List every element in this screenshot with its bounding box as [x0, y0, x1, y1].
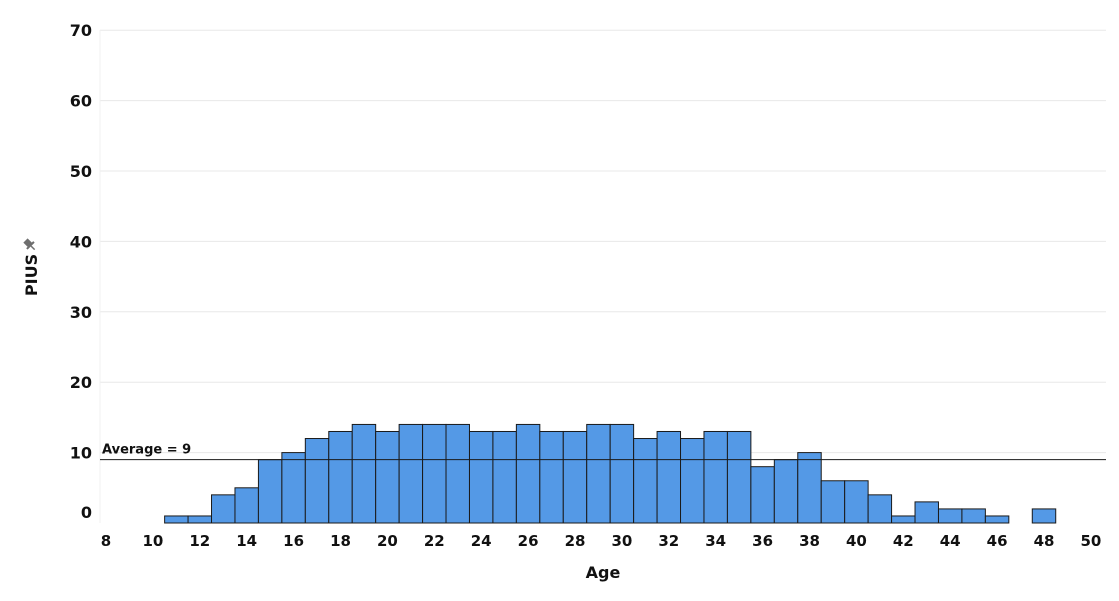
histogram-bar[interactable] [539, 430, 564, 524]
histogram-bar[interactable] [351, 423, 377, 524]
histogram-bar[interactable] [398, 423, 424, 524]
y-tick-label: 20 [70, 373, 92, 392]
x-tick-label: 20 [377, 532, 398, 550]
x-tick-label: 38 [799, 532, 820, 550]
x-tick-label: 34 [705, 532, 726, 550]
x-tick-label: 28 [565, 532, 586, 550]
histogram-bar[interactable] [867, 494, 893, 524]
x-tick-label: 24 [471, 532, 492, 550]
x-tick-label: 8 [101, 532, 111, 550]
x-axis-ticks: 8 10 12 14 16 18 20 22 24 26 28 30 32 34 36 38 40 42 44 46 4… [101, 532, 1102, 550]
y-tick-label: 10 [70, 444, 92, 463]
histogram-bar[interactable] [468, 430, 494, 524]
histogram-bar[interactable] [750, 466, 775, 524]
bars [164, 423, 1057, 524]
x-tick-label: 30 [611, 532, 632, 550]
x-tick-label: 46 [987, 532, 1008, 550]
y-tick-label: 30 [70, 303, 92, 322]
histogram-bar[interactable] [164, 515, 189, 524]
x-tick-label: 26 [518, 532, 539, 550]
histogram-bar[interactable] [515, 423, 541, 524]
histogram-bar[interactable] [328, 430, 353, 524]
x-tick-label: 16 [283, 532, 304, 550]
histogram-bar[interactable] [703, 430, 728, 524]
histogram-bar[interactable] [562, 430, 588, 524]
y-tick-label: 0 [81, 503, 92, 522]
histogram-bar[interactable] [234, 487, 259, 524]
histogram-bar[interactable] [656, 430, 682, 524]
histogram-bar[interactable] [257, 459, 283, 524]
histogram-bar[interactable] [375, 430, 400, 524]
reference-line-group: Average = 9 [100, 443, 1106, 461]
pin-icon[interactable] [22, 237, 38, 253]
y-tick-label: 40 [70, 232, 92, 251]
y-axis-title: PIUS [22, 254, 41, 296]
histogram-bar[interactable] [187, 515, 213, 524]
histogram-bar[interactable] [633, 438, 658, 524]
y-tick-label: 60 [70, 92, 92, 111]
x-axis-title: Age [586, 563, 621, 582]
histogram-bar[interactable] [820, 480, 846, 524]
histogram-bar[interactable] [609, 423, 635, 524]
x-tick-label: 14 [236, 532, 257, 550]
histogram-bar[interactable] [680, 438, 705, 524]
histogram-bar[interactable] [914, 501, 939, 524]
histogram-bar[interactable] [961, 508, 986, 524]
histogram-bar[interactable] [211, 494, 236, 524]
histogram-bar[interactable] [984, 515, 1010, 524]
histogram-bar[interactable] [422, 423, 447, 524]
x-tick-label: 10 [142, 532, 163, 550]
histogram-bar[interactable] [773, 459, 799, 524]
x-tick-label: 50 [1080, 532, 1101, 550]
histogram-bar[interactable] [937, 508, 963, 524]
x-tick-label: 42 [893, 532, 914, 550]
x-tick-label: 40 [846, 532, 867, 550]
histogram-bar[interactable] [797, 452, 822, 524]
x-tick-label: 48 [1034, 532, 1055, 550]
gridlines [99, 29, 1106, 523]
x-tick-label: 36 [752, 532, 773, 550]
y-axis-title-group: PIUS [22, 254, 41, 296]
x-tick-label: 44 [940, 532, 961, 550]
x-tick-label: 18 [330, 532, 351, 550]
histogram-bar[interactable] [281, 452, 306, 524]
x-tick-label: 22 [424, 532, 445, 550]
histogram-bar[interactable] [445, 423, 470, 524]
histogram-bar[interactable] [1031, 508, 1057, 524]
y-axis-ticks: 0 10 20 30 40 50 60 70 [70, 21, 92, 522]
histogram-bar[interactable] [844, 480, 869, 524]
histogram-bar[interactable] [304, 438, 330, 524]
histogram-bar[interactable] [726, 430, 752, 524]
y-tick-label: 50 [70, 162, 92, 181]
y-tick-label: 70 [70, 21, 92, 40]
histogram-bar[interactable] [586, 423, 611, 524]
average-reference-label: Average = 9 [102, 443, 191, 458]
x-tick-label: 32 [658, 532, 679, 550]
histogram-bar[interactable] [891, 515, 916, 524]
histogram-bar[interactable] [492, 430, 517, 524]
x-tick-label: 12 [189, 532, 210, 550]
